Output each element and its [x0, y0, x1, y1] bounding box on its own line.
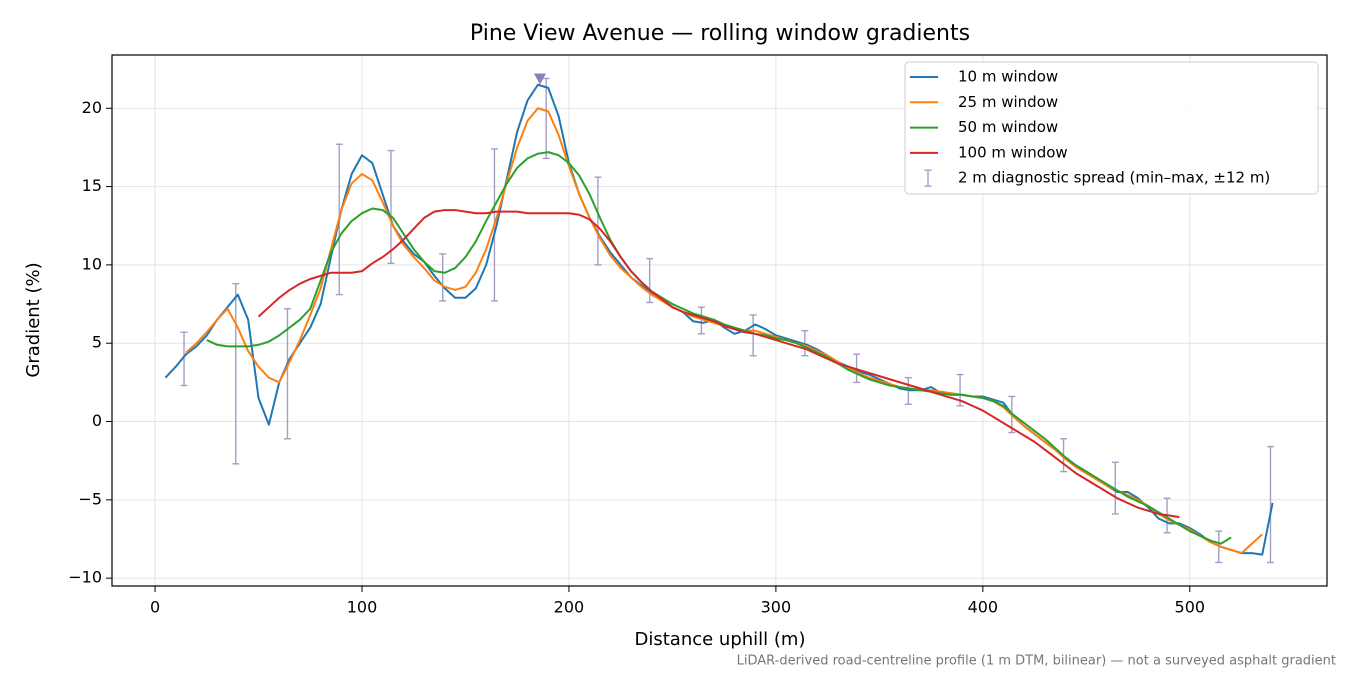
y-tick-label: 0	[92, 411, 102, 430]
x-axis-label: Distance uphill (m)	[635, 629, 806, 650]
legend-label: 100 m window	[958, 143, 1068, 161]
series-line	[206, 151, 1232, 545]
legend-label: 25 m window	[958, 93, 1058, 111]
y-tick-label: 10	[82, 254, 102, 273]
footnote: LiDAR-derived road-centreline profile (1…	[737, 654, 1336, 669]
chart-title: Pine View Avenue — rolling window gradie…	[470, 21, 970, 46]
y-tick-label: 20	[82, 98, 102, 117]
y-tick-label: −10	[68, 568, 102, 587]
legend-label: 50 m window	[958, 118, 1058, 136]
y-tick-label: −5	[78, 489, 102, 508]
x-tick-label: 400	[968, 598, 999, 617]
x-tick-label: 100	[347, 598, 378, 617]
series-line	[257, 209, 1180, 519]
grid	[112, 55, 1327, 586]
y-tick-label: 5	[92, 333, 102, 352]
legend-label: 10 m window	[958, 68, 1058, 86]
x-tick-label: 200	[554, 598, 585, 617]
axes-frame	[111, 54, 1328, 587]
y-tick-label: 15	[82, 176, 102, 195]
legend: 10 m window 25 m window 50 m window 100 m w…	[910, 68, 1270, 187]
x-tick-label: 300	[761, 598, 792, 617]
x-tick-label: 500	[1175, 598, 1206, 617]
y-axis-label: Gradient (%)	[23, 262, 44, 377]
plot-area	[164, 73, 1275, 564]
legend-label: 2 m diagnostic spread (min–max, ±12 m)	[958, 169, 1270, 187]
legend-box	[904, 61, 1319, 195]
peak-marker	[533, 73, 546, 85]
x-tick-label: 0	[150, 598, 160, 617]
